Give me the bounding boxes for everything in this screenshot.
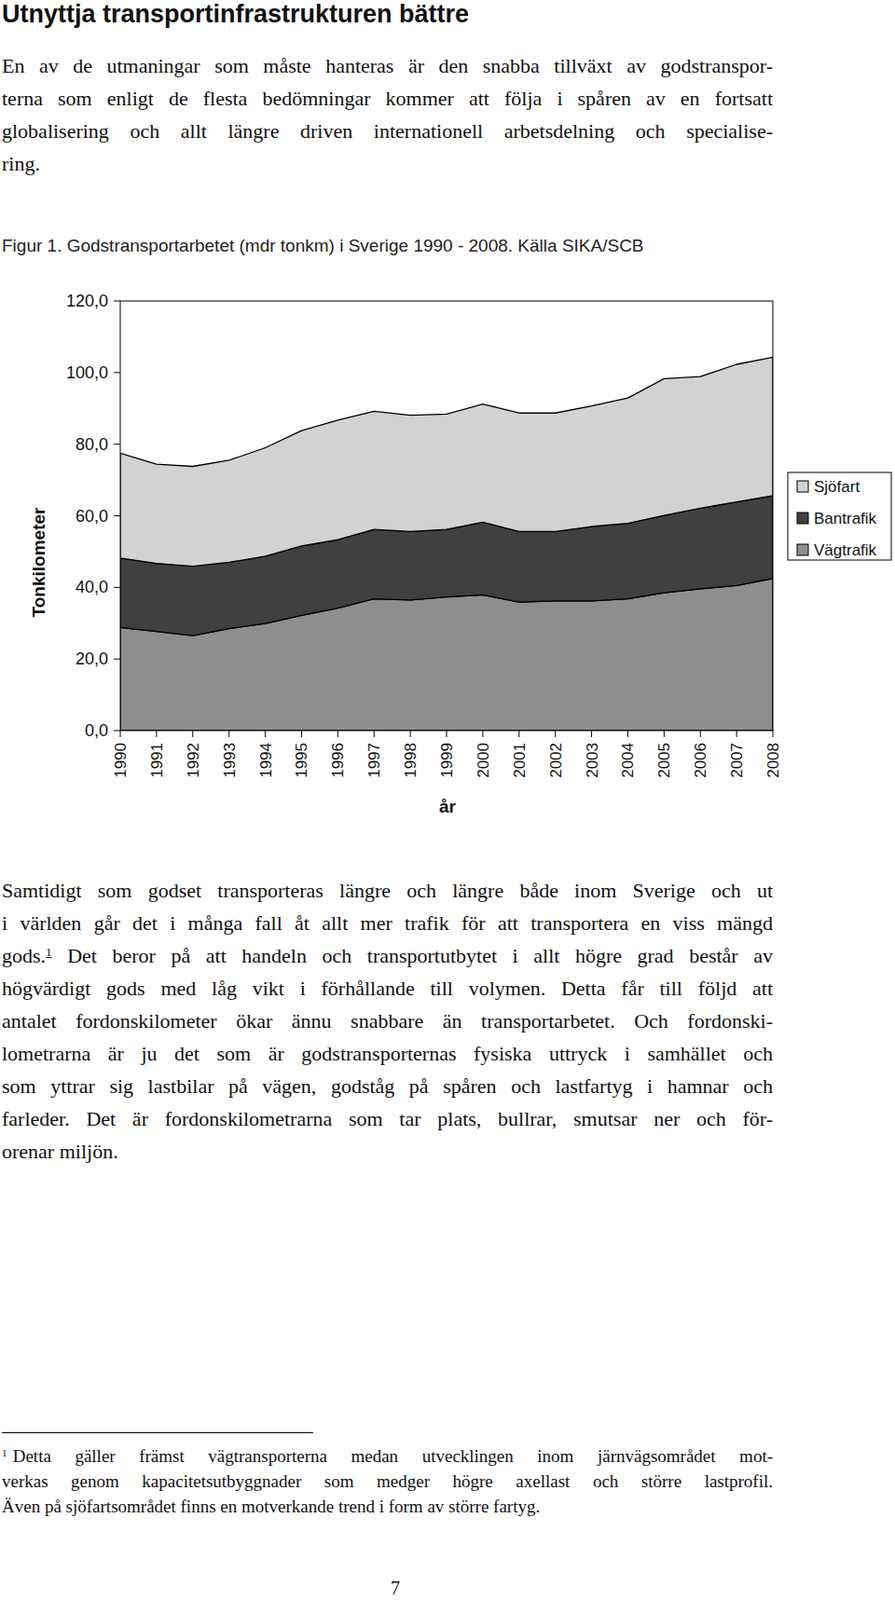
x-tick <box>663 730 665 738</box>
x-tick <box>772 730 774 738</box>
x-tick-label: 1994 <box>257 743 276 779</box>
x-tick-label: 2000 <box>474 743 493 779</box>
text-line: antalet fordonskilometer ökar ännu snabb… <box>1 1005 773 1038</box>
x-tick <box>591 730 593 738</box>
text-line: i världen går det i många fall åt allt m… <box>1 907 773 940</box>
y-tick-label: 0,0 <box>84 721 109 741</box>
y-tick <box>113 515 121 517</box>
x-tick-label: 1990 <box>111 743 130 779</box>
x-tick-label: 2004 <box>619 743 637 779</box>
x-tick <box>446 730 448 738</box>
x-tick <box>192 730 193 738</box>
area-2 <box>120 357 773 566</box>
y-tick-label: 40,0 <box>75 578 109 597</box>
legend-swatch <box>797 481 809 493</box>
text-segment: verkas genom kapacitetsutbyggnader som m… <box>1 1472 773 1492</box>
legend-label: Vägtrafik <box>813 541 878 560</box>
x-tick-label: 1995 <box>292 743 311 779</box>
x-tick <box>301 730 303 738</box>
text-line: högvärdigt gods med låg vikt i förhållan… <box>1 972 773 1006</box>
area-0 <box>120 578 773 731</box>
legend-label: Bantrafik <box>813 509 878 528</box>
x-tick-label: 2005 <box>655 743 674 779</box>
x-tick-label: 1996 <box>329 743 347 779</box>
x-tick <box>373 730 375 738</box>
text-line: farleder. Det är fordonskilometrarna som… <box>1 1102 773 1136</box>
text-line: gods.1 Det beror på att handeln och tran… <box>1 939 773 973</box>
x-tick <box>700 730 702 738</box>
y-tick <box>113 301 121 303</box>
x-tick-label: 1998 <box>401 743 420 779</box>
x-tick-label: 2001 <box>510 743 529 779</box>
x-tick-label: 2007 <box>728 743 746 779</box>
legend-swatch <box>797 544 809 556</box>
footnote-number: 1 <box>1 1447 8 1460</box>
page-number: 7 <box>376 1578 414 1600</box>
footnote-rule <box>1 1432 314 1434</box>
text-segment: Detta gäller främst vägtransporterna med… <box>13 1446 773 1467</box>
y-tick <box>113 443 121 445</box>
y-tick <box>113 371 121 373</box>
legend: Sjöfart Bantrafik Vägtrafik <box>787 472 892 561</box>
heading: Utnyttja transportinfrastrukturen bättre <box>1 0 469 29</box>
text-line: globalisering och allt längre driven int… <box>1 114 773 148</box>
x-tick <box>481 730 483 738</box>
x-tick-label: 2003 <box>583 743 602 779</box>
x-tick <box>736 730 738 738</box>
area-1 <box>120 495 773 636</box>
text-line: lometrarna är ju det som är godstranspor… <box>1 1037 773 1071</box>
x-tick <box>518 730 520 738</box>
x-tick <box>120 730 122 738</box>
text-line: orenar miljön. <box>1 1135 773 1169</box>
y-tick-label: 120,0 <box>66 291 109 311</box>
legend-label: Sjöfart <box>813 478 860 496</box>
y-tick <box>113 659 121 661</box>
footnote-line: 1 Detta gäller främst vägtransporterna me… <box>1 1444 773 1470</box>
intro-paragraph: En av de utmaningar som måste hanteras ä… <box>1 49 773 180</box>
footnote-line: verkas genom kapacitetsutbyggnader som m… <box>1 1469 773 1495</box>
x-tick <box>554 730 556 738</box>
x-tick-label: 2008 <box>764 743 783 779</box>
y-tick-label: 60,0 <box>75 507 109 526</box>
y-tick-label: 80,0 <box>75 435 109 455</box>
x-tick <box>264 730 266 738</box>
body-paragraph: Samtidigt som godset transporteras längr… <box>1 874 773 1169</box>
text-segment: Det beror på att handeln och transportut… <box>52 944 773 968</box>
text-line: En av de utmaningar som måste hanteras ä… <box>1 49 773 83</box>
footnote-ref: 1 <box>45 945 53 960</box>
text-line: som yttrar sig lastbilar på vägen, godst… <box>1 1070 773 1103</box>
footnote: 1 Detta gäller främst vägtransporterna me… <box>1 1444 773 1520</box>
x-tick <box>337 730 339 738</box>
y-tick-label: 100,0 <box>66 363 109 383</box>
legend-swatch <box>797 512 809 524</box>
x-tick <box>627 730 629 738</box>
x-tick-label: 1991 <box>148 743 166 779</box>
footnote-line: Även på sjöfartsområdet finns en motverk… <box>1 1494 773 1520</box>
text-segment: gods. <box>1 944 46 968</box>
y-tick <box>113 730 121 732</box>
legend-box <box>787 472 892 561</box>
areas <box>120 357 773 731</box>
x-tick <box>155 730 157 738</box>
x-tick-label: 1993 <box>220 743 239 779</box>
text-line: terna som enligt de flesta bedömningar k… <box>1 82 773 115</box>
text-line: ring. <box>1 147 773 180</box>
x-tick <box>410 730 412 738</box>
x-axis-label: år <box>439 797 457 817</box>
chart: 0,0 20,0 40,0 60,0 80,0 100,0 120,0 1990 1991 199… <box>0 0 895 1600</box>
x-tick-label: 1997 <box>365 743 384 779</box>
x-tick-label: 1992 <box>184 743 203 779</box>
x-tick <box>228 730 230 738</box>
y-axis-label: Tonkilometer <box>28 507 49 618</box>
y-tick-label: 20,0 <box>75 649 109 669</box>
x-tick-label: 2002 <box>547 743 565 779</box>
plot-frame <box>120 301 773 731</box>
x-tick-label: 2006 <box>691 743 710 779</box>
text-segment: Även på sjöfartsområdet finns en motverk… <box>1 1497 540 1517</box>
y-tick <box>113 587 121 589</box>
x-tick-label: 1999 <box>438 743 456 779</box>
text-line: Samtidigt som godset transporteras längr… <box>1 874 773 908</box>
figure-caption: Figur 1. Godstransportarbetet (mdr tonkm… <box>1 235 645 257</box>
